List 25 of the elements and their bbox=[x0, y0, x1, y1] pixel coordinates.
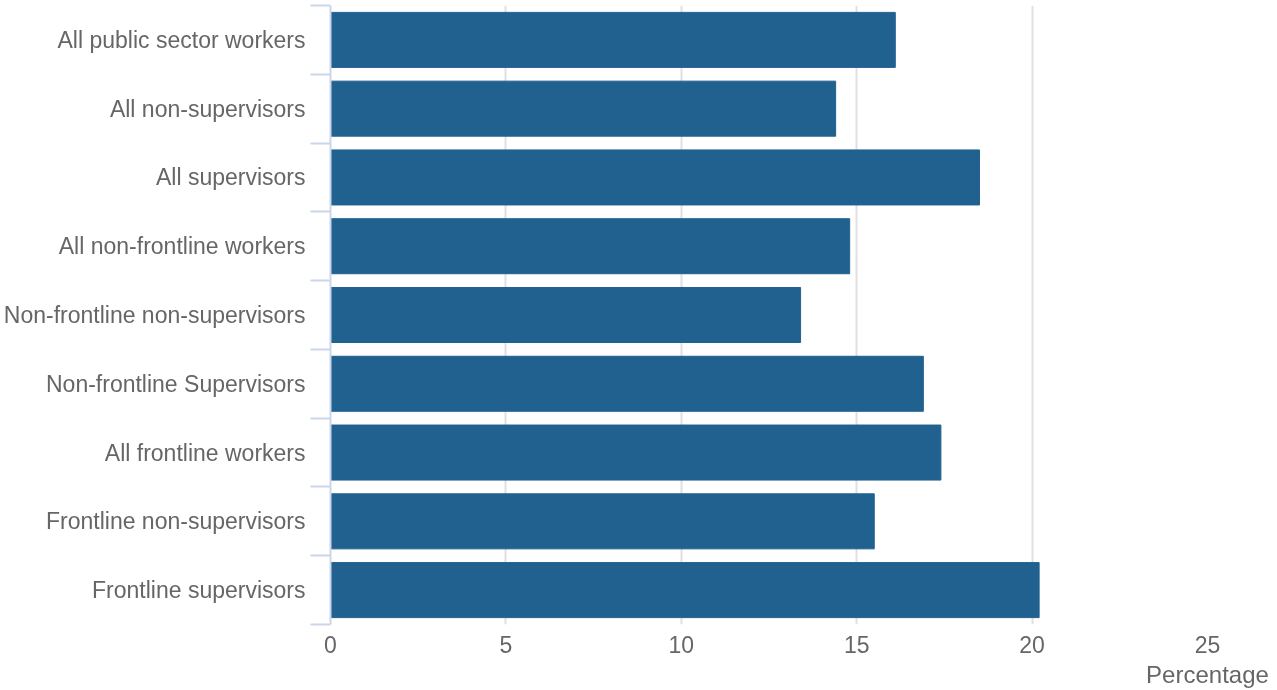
bar bbox=[330, 218, 851, 275]
bar bbox=[330, 80, 837, 137]
x-tick-label: 25 bbox=[1194, 631, 1221, 658]
y-tick-label: All frontline workers bbox=[104, 439, 306, 466]
x-tick-label: 5 bbox=[499, 631, 513, 658]
bar bbox=[330, 286, 802, 344]
x-tick-label: 15 bbox=[843, 631, 870, 658]
y-tick-label: Frontline non-supervisors bbox=[46, 508, 306, 535]
y-tick-label: Non-frontline Supervisors bbox=[46, 370, 306, 397]
y-tick-label: All supervisors bbox=[155, 164, 306, 191]
x-tick-label: 10 bbox=[668, 631, 695, 658]
x-tick-label: 20 bbox=[1019, 631, 1045, 658]
bar bbox=[330, 149, 980, 206]
x-tick-label: 0 bbox=[324, 631, 337, 658]
x-axis-title: Percentage bbox=[1146, 660, 1269, 688]
bar bbox=[330, 424, 942, 481]
y-tick-label: Non-frontline non-supervisors bbox=[3, 302, 306, 328]
bar bbox=[330, 493, 875, 550]
bar bbox=[330, 355, 924, 412]
bar bbox=[330, 11, 896, 68]
y-tick-label: All non-supervisors bbox=[109, 95, 306, 122]
y-tick-label: All public sector workers bbox=[57, 26, 306, 53]
y-tick-label: Frontline supervisors bbox=[92, 577, 306, 604]
bar bbox=[330, 562, 1040, 619]
y-tick-label: All non-frontline workers bbox=[58, 233, 306, 260]
